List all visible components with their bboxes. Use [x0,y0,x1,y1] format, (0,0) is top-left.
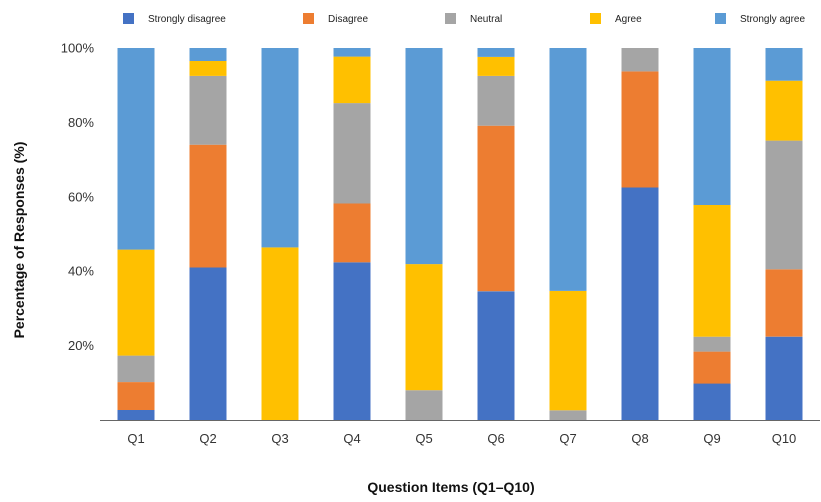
bar-segment-q4-disagree [333,203,371,263]
x-tick-label: Q5 [415,431,432,446]
bar-segment-q4-neutral [333,103,371,204]
x-tick-label: Q6 [487,431,504,446]
x-tick-label: Q3 [271,431,288,446]
legend-swatch-strongly-disagree [123,13,134,24]
bar-segment-q6-disagree [477,125,515,292]
bar-segment-q9-neutral [693,336,731,352]
bar-segment-q2-agree [189,61,227,76]
bar-segment-q1-neutral [117,355,155,382]
legend-swatch-strongly-agree [715,13,726,24]
bar-segment-q8-disagree [621,71,659,188]
bar-segment-q6-neutral [477,75,515,126]
bar-segment-q4-strongly-disagree [333,262,371,420]
bar-segment-q9-strongly-disagree [693,383,731,420]
bar-segment-q8-neutral [621,48,659,72]
bar-segment-q3-strongly-agree [261,48,299,248]
y-tick-label: 60% [68,189,94,204]
legend-label: Strongly agree [740,14,805,25]
x-axis: Q1 Q2 Q3 Q4 Q5 Q6 Q7 Q8 Q9 Q10 [100,420,820,446]
x-tick-label: Q9 [703,431,720,446]
legend-swatch-agree [590,13,601,24]
legend-label: Agree [615,14,642,25]
x-tick-label: Q1 [127,431,144,446]
x-tick-label: Q7 [559,431,576,446]
x-tick-label: Q4 [343,431,360,446]
chart-legend: Strongly disagree Disagree Neutral Agree Str… [123,13,805,25]
y-tick-label: 80% [68,115,94,130]
bar-segment-q1-agree [117,249,155,356]
x-tick-label: Q2 [199,431,216,446]
bar-segment-q7-agree [549,290,587,411]
legend-label: Disagree [328,14,368,25]
y-axis-title: Percentage of Responses (%) [11,142,27,339]
y-tick-label: 40% [68,264,94,279]
bar-segment-q2-neutral [189,75,227,145]
bar-segment-q6-strongly-agree [477,48,515,57]
bar-segment-q4-strongly-agree [333,48,371,57]
plot-area [117,48,803,420]
bar-segment-q9-agree [693,205,731,337]
x-tick-label: Q8 [631,431,648,446]
bar-segment-q5-agree [405,264,443,391]
bar-segment-q7-neutral [549,410,587,420]
bar-segment-q2-disagree [189,144,227,268]
y-tick-label: 20% [68,338,94,353]
bar-segment-q10-neutral [765,140,803,270]
bar-segment-q1-strongly-disagree [117,410,155,420]
bar-segment-q10-disagree [765,269,803,337]
bar-segment-q2-strongly-agree [189,48,227,61]
bar-segment-q9-strongly-agree [693,48,731,205]
bar-segment-q2-strongly-disagree [189,267,227,420]
bar-segment-q4-agree [333,56,371,104]
y-axis: 20% 40% 60% 80% 100% [61,41,95,354]
bar-segment-q1-strongly-agree [117,48,155,250]
legend-swatch-disagree [303,13,314,24]
bar-segment-q7-strongly-agree [549,48,587,291]
x-tick-label: Q10 [772,431,797,446]
bar-segment-q9-disagree [693,351,731,384]
x-axis-title: Question Items (Q1–Q10) [367,479,534,495]
bar-segment-q10-strongly-disagree [765,336,803,420]
bar-segment-q5-strongly-agree [405,48,443,265]
y-tick-label: 100% [61,41,95,56]
bar-segment-q5-neutral [405,390,443,420]
bar-segment-q8-strongly-disagree [621,187,659,420]
bar-segment-q10-agree [765,80,803,141]
bar-segment-q3-agree [261,247,299,420]
legend-label: Neutral [470,14,502,25]
legend-swatch-neutral [445,13,456,24]
bar-segment-q6-strongly-disagree [477,291,515,420]
bar-segment-q1-disagree [117,382,155,410]
legend-label: Strongly disagree [148,14,226,25]
bar-segment-q6-agree [477,56,515,76]
bar-segment-q10-strongly-agree [765,48,803,81]
